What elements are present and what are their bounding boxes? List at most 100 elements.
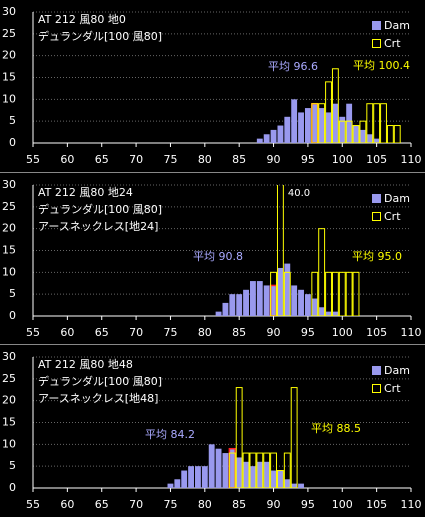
chart-subtitle: デュランダル[100 風80] [38, 374, 162, 388]
bar [318, 108, 325, 143]
bar [181, 470, 188, 488]
bar [325, 81, 332, 143]
bar [256, 281, 263, 316]
x-tick-label: 95 [301, 153, 315, 166]
x-tick-label: 110 [401, 326, 422, 339]
legend-swatch [372, 21, 381, 30]
bar [311, 103, 319, 143]
legend-label: Crt [384, 210, 401, 223]
bar [228, 447, 236, 488]
x-tick-label: 105 [366, 498, 387, 511]
bar [339, 116, 346, 143]
chart-subtitle: アースネックレス[地48] [38, 392, 158, 405]
bar [222, 302, 229, 316]
x-tick-label: 110 [401, 153, 422, 166]
chart-title: AT 212 風80 地48 [38, 358, 133, 371]
bar [283, 452, 291, 488]
bar [345, 120, 353, 143]
bar [311, 271, 319, 316]
bar [263, 285, 270, 316]
x-tick-label: 60 [60, 326, 74, 339]
y-tick-label: 5 [9, 287, 16, 300]
x-tick-label: 100 [332, 498, 353, 511]
y-tick-label: 30 [2, 350, 16, 363]
bar [338, 120, 346, 143]
bar [249, 452, 257, 488]
bar [256, 138, 263, 143]
bar [270, 452, 277, 488]
y-tick-label: 0 [9, 136, 16, 149]
bar [331, 271, 339, 316]
legend-label: Crt [384, 37, 401, 50]
annotation: 平均 100.4 [353, 59, 410, 72]
x-tick-label: 75 [163, 498, 177, 511]
bar [270, 129, 277, 143]
x-tick-label: 90 [267, 498, 281, 511]
bar [393, 125, 401, 143]
x-tick-label: 55 [26, 498, 40, 511]
x-tick-label: 55 [26, 153, 40, 166]
bar [352, 271, 360, 316]
x-tick-label: 55 [26, 326, 40, 339]
annotation: 平均 90.8 [193, 250, 243, 263]
bar [345, 271, 353, 316]
chart-subtitle: デュランダル[100 風80] [38, 29, 162, 43]
panel: 0 5 10 15 20 25 30 55 60 65 70 75 80 85 90 95 100 105 110 D… [2, 178, 422, 339]
bar [325, 271, 332, 316]
bar [311, 102, 319, 143]
bar [235, 387, 243, 488]
legend-label: Dam [384, 19, 410, 32]
x-tick-label: 100 [332, 326, 353, 339]
bar [359, 120, 367, 143]
bar [284, 116, 291, 143]
bar [298, 483, 304, 488]
bar [284, 263, 291, 316]
bar [270, 470, 277, 488]
x-tick-label: 100 [332, 153, 353, 166]
bar [270, 271, 277, 316]
bar [291, 99, 298, 143]
bars [256, 68, 401, 143]
bar [195, 466, 201, 488]
y-tick-label: 0 [9, 481, 16, 494]
bar [201, 466, 208, 488]
bar [291, 285, 298, 316]
bar [236, 294, 243, 316]
y-tick-label: 20 [2, 222, 16, 235]
bar [242, 452, 250, 488]
bar [373, 103, 381, 143]
legend-swatch [372, 39, 381, 48]
y-tick-label: 5 [9, 459, 16, 472]
x-tick-label: 75 [163, 153, 177, 166]
bar [353, 125, 359, 143]
bar [332, 103, 339, 143]
x-tick-label: 85 [232, 153, 246, 166]
legend-label: Dam [384, 192, 410, 205]
bar [386, 125, 394, 143]
y-tick-label: 10 [2, 92, 16, 105]
bar [249, 466, 256, 488]
bar [311, 298, 318, 316]
bar [229, 294, 236, 316]
bar [366, 134, 373, 143]
x-tick-label: 70 [129, 153, 143, 166]
bar [290, 387, 298, 488]
bar [249, 281, 256, 316]
bar [284, 479, 291, 488]
x-tick-label: 80 [198, 498, 212, 511]
bar [208, 444, 215, 488]
annotation: 平均 84.2 [145, 428, 195, 441]
y-tick-label: 5 [9, 114, 16, 127]
y-tick-label: 0 [9, 309, 16, 322]
x-tick-label: 65 [95, 153, 109, 166]
bar [276, 185, 284, 316]
bar [325, 112, 332, 143]
bar [276, 470, 284, 488]
chart-subtitle: デュランダル[100 風80] [38, 202, 162, 216]
bars [215, 185, 360, 316]
bar [325, 311, 332, 316]
y-tick-label: 30 [2, 178, 16, 191]
x-tick-label: 85 [232, 326, 246, 339]
